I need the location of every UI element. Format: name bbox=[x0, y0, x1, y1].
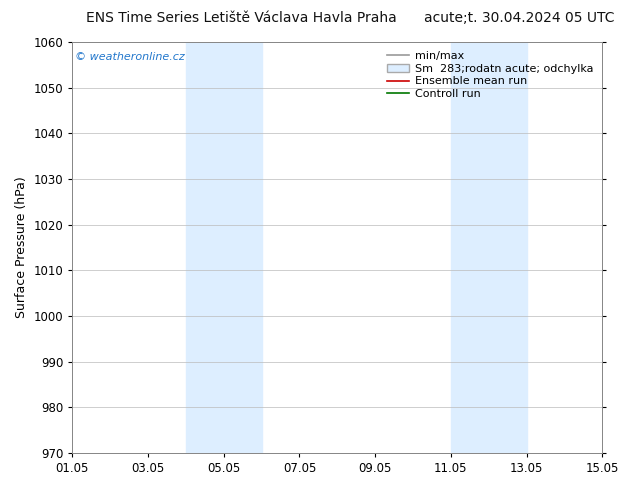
Legend: min/max, Sm  283;rodatn acute; odchylka, Ensemble mean run, Controll run: min/max, Sm 283;rodatn acute; odchylka, … bbox=[384, 48, 597, 102]
Bar bbox=[186, 42, 262, 453]
Y-axis label: Surface Pressure (hPa): Surface Pressure (hPa) bbox=[15, 176, 28, 318]
Text: ENS Time Series Letiště Václava Havla Praha: ENS Time Series Letiště Václava Havla Pr… bbox=[86, 11, 396, 25]
Bar bbox=[451, 42, 527, 453]
Text: © weatheronline.cz: © weatheronline.cz bbox=[75, 52, 184, 62]
Text: acute;t. 30.04.2024 05 UTC: acute;t. 30.04.2024 05 UTC bbox=[425, 11, 615, 25]
